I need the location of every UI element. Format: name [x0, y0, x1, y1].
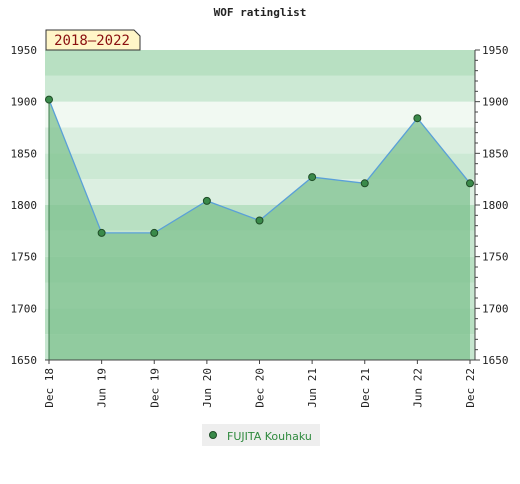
period-badge-box	[45, 29, 141, 51]
background-band	[45, 50, 475, 76]
period-badge: 2018–2022	[45, 29, 141, 51]
x-tick-label: Dec 20	[254, 368, 267, 408]
background-band	[45, 75, 475, 102]
axis-layer: 1650 1650 1700 1700 1750 1750 1800 1800 1850 1850…	[11, 44, 509, 408]
x-tick-label: Dec 21	[359, 368, 372, 408]
y-tick-label-right: 1700	[482, 302, 509, 315]
y-tick-label-right: 1800	[482, 199, 509, 212]
x-tick-label: Dec 18	[43, 368, 56, 408]
rating-point	[45, 95, 53, 104]
y-tick-label-left: 1700	[11, 302, 38, 315]
period-badge-label: 2018–2022	[54, 33, 130, 49]
y-tick-label-left: 1900	[11, 96, 38, 109]
rating-point	[255, 216, 264, 225]
y-tick-label-left: 1850	[11, 147, 38, 160]
rating-point	[360, 179, 369, 188]
rating-point	[97, 228, 106, 237]
x-tick-label: Dec 19	[148, 368, 161, 408]
y-tick-label-right: 1650	[482, 354, 509, 367]
rating-point	[308, 173, 317, 182]
rating-point	[150, 228, 159, 237]
x-tick-label: Jun 22	[411, 368, 424, 408]
rating-area	[49, 99, 470, 360]
x-tick-label: Jun 21	[306, 368, 319, 408]
y-tick-label-right: 1850	[482, 147, 509, 160]
y-tick-label-left: 1800	[11, 199, 38, 212]
legend-marker	[209, 431, 217, 439]
rating-point	[413, 114, 422, 123]
y-tick-label-right: 1750	[482, 251, 509, 264]
chart-title: WOF ratinglist	[214, 6, 307, 19]
y-tick-label-right: 1900	[482, 96, 509, 109]
background-band	[45, 101, 475, 128]
legend-box	[202, 424, 320, 446]
rating-point	[466, 179, 474, 188]
x-tick-label: Jun 19	[96, 368, 109, 408]
x-tick-label: Dec 22	[464, 368, 477, 408]
x-tick-label: Jun 20	[201, 368, 214, 408]
legend: FUJITA Kouhaku	[202, 424, 320, 446]
y-tick-label-left: 1650	[11, 354, 38, 367]
legend-label: FUJITA Kouhaku	[227, 430, 312, 443]
y-tick-label-left: 1950	[11, 44, 38, 57]
y-tick-label-right: 1950	[482, 44, 509, 57]
rating-point	[202, 196, 211, 205]
rating-markers-layer	[45, 95, 474, 237]
y-tick-label-left: 1750	[11, 251, 38, 264]
